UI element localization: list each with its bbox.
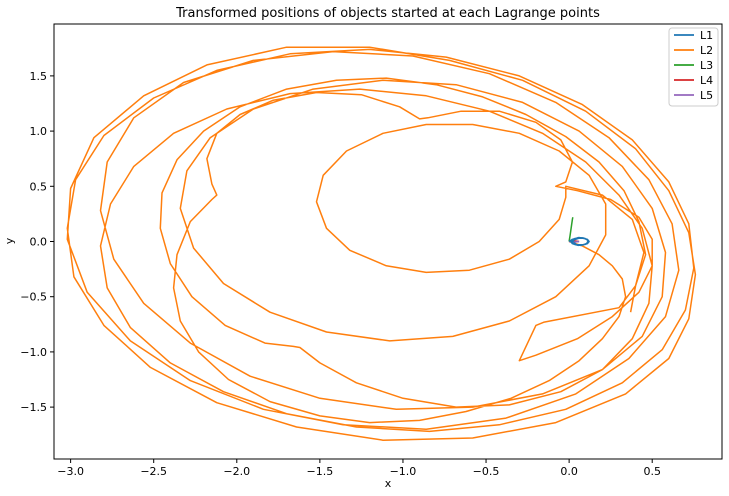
y-tick-label: −0.5	[20, 291, 47, 304]
legend-label-l1: L1	[700, 29, 713, 42]
y-tick-label: 1.5	[30, 70, 48, 83]
legend-box	[668, 27, 719, 107]
x-tick-label: −1.5	[307, 465, 334, 478]
y-tick-label: 0.5	[30, 180, 48, 193]
y-axis-label: y	[3, 237, 16, 244]
y-tick-label: 0.0	[30, 236, 48, 249]
y-tick-label: −1.0	[20, 346, 47, 359]
legend: L1 L2 L3 L4 L5	[668, 27, 719, 107]
legend-label-l5: L5	[700, 89, 713, 102]
chart-title: Transformed positions of objects started…	[175, 6, 600, 21]
x-axis-label: x	[385, 477, 392, 490]
x-axis-ticks: −3.0 −2.5 −2.0 −1.5 −1.0 −0.5 0.0 0.5	[57, 459, 661, 478]
series-layer	[66, 46, 697, 441]
x-tick-label: 0.5	[643, 465, 661, 478]
x-tick-label: −0.5	[473, 465, 500, 478]
y-tick-label: 1.0	[30, 125, 48, 138]
x-tick-label: −1.0	[390, 465, 417, 478]
x-tick-label: −2.0	[223, 465, 250, 478]
plot-frame	[53, 23, 723, 460]
series-l1-line	[568, 236, 590, 247]
legend-label-l2: L2	[700, 44, 713, 57]
series-l3-line	[568, 217, 574, 242]
x-tick-label: −2.5	[140, 465, 167, 478]
y-axis-ticks: −1.5 −1.0 −0.5 0.0 0.5 1.0 1.5	[20, 70, 54, 414]
x-tick-label: −3.0	[57, 465, 84, 478]
y-tick-label: −1.5	[20, 401, 47, 414]
series-l2-line	[66, 46, 697, 441]
legend-label-l3: L3	[700, 59, 713, 72]
legend-label-l4: L4	[700, 74, 713, 87]
x-tick-label: 0.0	[560, 465, 578, 478]
